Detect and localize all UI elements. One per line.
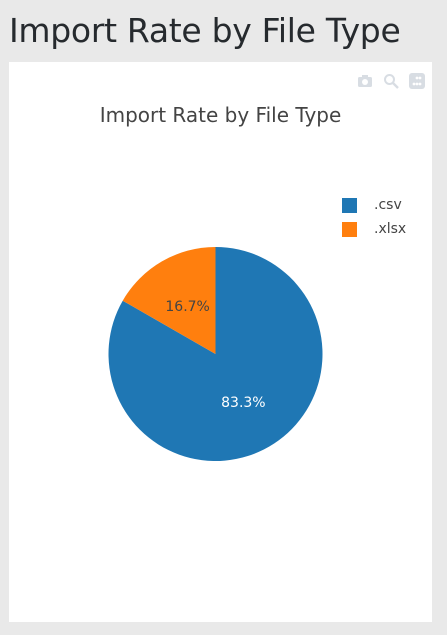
pie-slice-xlsx[interactable] (122, 247, 216, 354)
zoom-icon[interactable] (382, 72, 400, 90)
pie-label-csv: 83.3% (221, 395, 265, 411)
legend-item-csv[interactable]: .csv (342, 193, 406, 217)
legend-label-xlsx: .xlsx (374, 221, 407, 237)
pie-slice-csv[interactable] (108, 247, 323, 462)
pie-chart: 83.3% 16.7% (108, 247, 323, 462)
legend-swatch-xlsx (342, 221, 357, 237)
plotly-logo-icon[interactable] (408, 72, 426, 90)
chart-card: Import Rate by File Type 83.3% 16.7% .csv… (9, 62, 432, 622)
camera-icon[interactable] (356, 72, 374, 90)
legend-swatch-csv (342, 197, 357, 213)
legend-label-csv: .csv (374, 197, 402, 213)
chart-modebar (356, 72, 426, 90)
chart-legend: .csv .xlsx (342, 193, 406, 241)
chart-title: Import Rate by File Type (99, 103, 342, 127)
legend-item-xlsx[interactable]: .xlsx (342, 217, 406, 241)
pie-label-xlsx: 16.7% (165, 299, 209, 315)
page-title: Import Rate by File Type (9, 11, 401, 50)
